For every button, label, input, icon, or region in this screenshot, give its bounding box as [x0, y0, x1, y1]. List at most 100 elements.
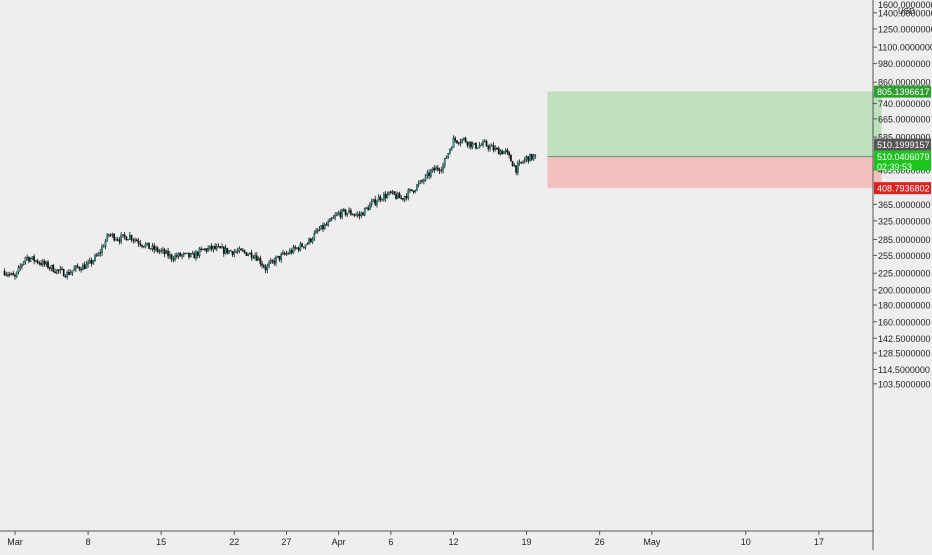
candle-body	[215, 246, 218, 249]
candle-body	[410, 189, 413, 191]
profit-zone[interactable]	[547, 91, 882, 157]
y-tick-label: 740.0000000	[878, 99, 931, 109]
candle-body	[43, 260, 46, 265]
candle-body	[363, 207, 366, 216]
candle-body	[31, 256, 34, 259]
candle-body	[522, 161, 524, 163]
candle-body	[356, 214, 359, 216]
y-tick-label: 160.0000000	[878, 317, 931, 327]
candle-body	[452, 138, 455, 148]
candle-body	[182, 253, 185, 255]
candle-body	[435, 167, 437, 171]
candle-body	[203, 248, 206, 250]
candle-body	[202, 248, 204, 250]
candle-body	[26, 257, 29, 259]
candle-body	[471, 143, 474, 148]
candle-body	[118, 239, 121, 242]
x-tick-label: 26	[595, 537, 605, 547]
candle-body	[482, 141, 484, 146]
candle-body	[78, 267, 81, 270]
candle-body	[306, 243, 309, 245]
candle-body	[492, 145, 495, 151]
candle-body	[252, 257, 255, 259]
candle-body	[269, 260, 272, 264]
candle-body	[475, 143, 477, 149]
candle-body	[228, 250, 230, 254]
candle-body	[108, 234, 110, 236]
candle-body	[76, 265, 79, 268]
candle-body	[376, 201, 378, 205]
candle-body	[301, 243, 303, 247]
candle-body	[280, 254, 283, 260]
candle-body	[66, 271, 69, 278]
candle-body	[383, 194, 385, 200]
candle-body	[518, 161, 521, 164]
x-tick-label: 27	[281, 537, 291, 547]
candle-body	[33, 256, 35, 262]
x-tick-label: 12	[448, 537, 458, 547]
candle-body	[179, 253, 182, 257]
candle-body	[457, 142, 460, 144]
candle-body	[433, 167, 436, 171]
candle-body	[369, 204, 371, 210]
loss-zone[interactable]	[547, 156, 882, 189]
candle-body	[92, 260, 95, 264]
candle-body	[417, 182, 420, 186]
candle-body	[69, 272, 72, 275]
candle-body	[188, 252, 190, 258]
candle-body	[205, 248, 208, 252]
candle-body	[299, 243, 302, 251]
candle-body	[257, 257, 260, 261]
candle-body	[156, 247, 159, 252]
candle-body	[360, 212, 363, 217]
candle-body	[285, 253, 288, 255]
x-tick-label: Apr	[332, 537, 346, 547]
candle-body	[494, 147, 497, 151]
y-tick-label: 585.0000000	[878, 133, 931, 143]
y-tick-label: 980.0000000	[878, 59, 931, 69]
candle-body	[466, 141, 469, 146]
candle-body	[358, 214, 361, 217]
candle-body	[374, 199, 377, 205]
candle-body	[459, 141, 462, 144]
candle-body	[447, 152, 450, 158]
candle-body	[106, 234, 109, 242]
candle-body	[186, 252, 189, 254]
candle-body	[181, 254, 183, 257]
candle-body	[158, 250, 161, 252]
candle-body	[94, 255, 96, 261]
y-tick-label: 1250.0000000	[878, 24, 932, 34]
candle-body	[29, 258, 32, 262]
position-zones[interactable]	[547, 91, 882, 189]
candle-body	[423, 180, 425, 182]
candle-body	[14, 274, 16, 277]
candle-body	[389, 191, 392, 193]
candle-body	[504, 150, 507, 152]
candle-body	[36, 260, 39, 263]
candle-body	[12, 273, 15, 276]
candle-body	[337, 212, 340, 215]
candle-body	[87, 262, 89, 265]
candle-body	[480, 144, 483, 146]
candle-body	[499, 150, 502, 155]
candle-body	[21, 264, 23, 267]
candle-body	[148, 242, 150, 249]
candle-body	[214, 245, 216, 249]
candle-body	[424, 175, 427, 181]
y-tick-label: 665.0000000	[878, 114, 931, 124]
candle-body	[532, 155, 535, 160]
candle-body	[393, 191, 396, 195]
candle-body	[224, 247, 227, 254]
x-tick-label: 19	[522, 537, 532, 547]
candle-body	[398, 193, 401, 199]
candle-body	[313, 233, 316, 240]
candle-body	[353, 214, 356, 216]
candle-body	[256, 255, 258, 261]
candle-body	[222, 246, 225, 254]
candle-body	[334, 215, 337, 218]
candle-body	[266, 265, 269, 271]
candle-body	[456, 140, 458, 143]
candle-body	[226, 247, 229, 254]
